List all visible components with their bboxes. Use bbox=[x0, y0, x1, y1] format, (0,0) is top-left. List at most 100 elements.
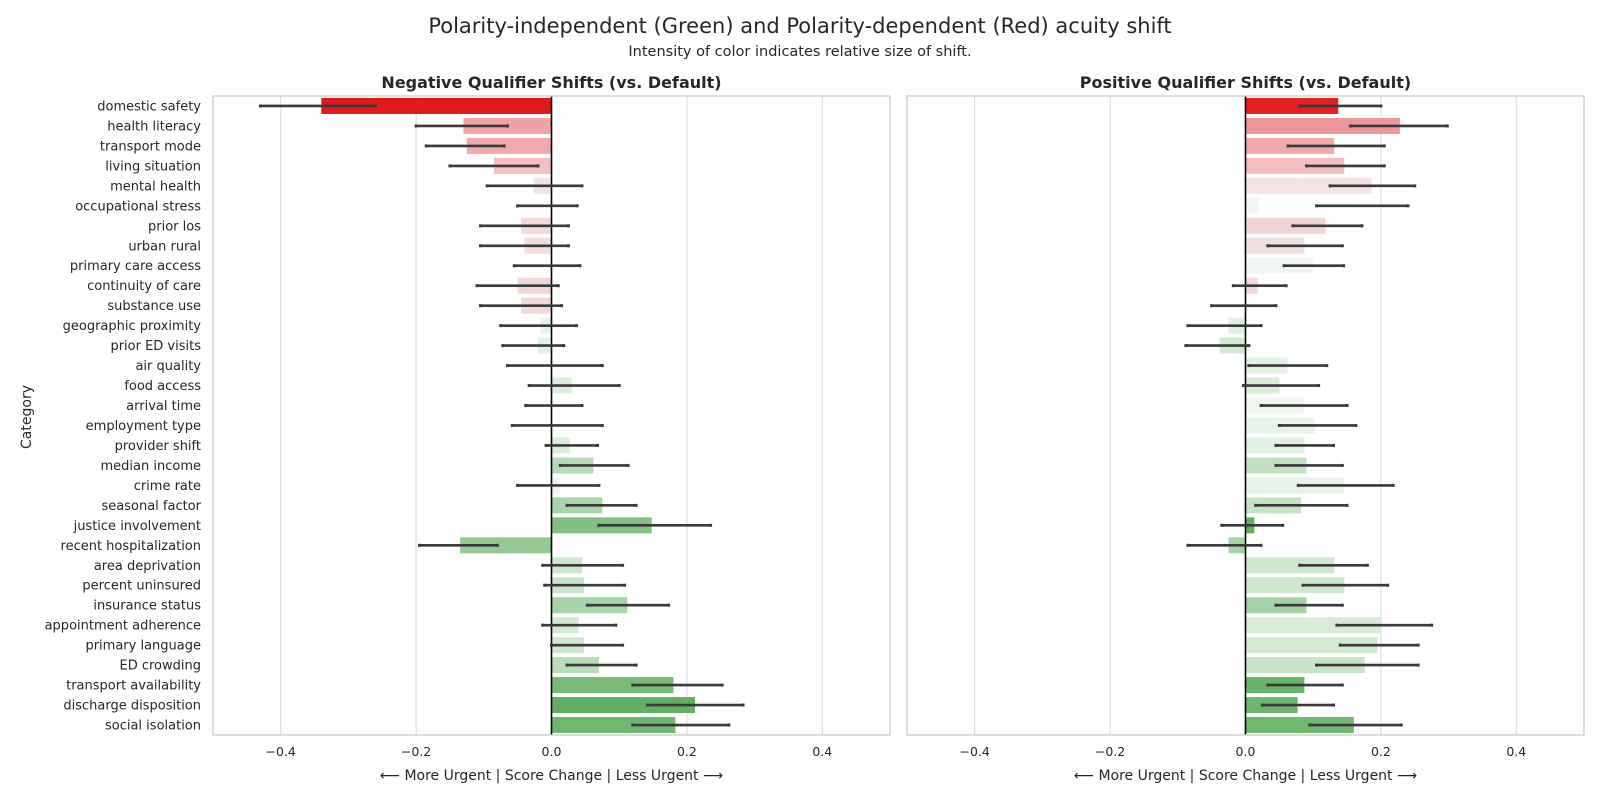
bar bbox=[1245, 217, 1326, 234]
y-axis-label: Category bbox=[19, 385, 35, 449]
category-label: median income bbox=[101, 459, 201, 474]
error-bar bbox=[1266, 683, 1344, 687]
error-bar bbox=[1291, 224, 1364, 228]
category-label: ED crowding bbox=[119, 659, 201, 674]
error-bar bbox=[1220, 523, 1285, 527]
error-bar bbox=[1286, 144, 1386, 148]
error-bar bbox=[631, 683, 724, 687]
error-bar bbox=[485, 184, 584, 188]
error-bar bbox=[424, 144, 506, 148]
bar bbox=[1245, 97, 1339, 114]
error-bar bbox=[1304, 164, 1386, 168]
error-bar bbox=[585, 603, 671, 607]
category-label: occupational stress bbox=[75, 199, 201, 214]
figure-title: Polarity-independent (Green) and Polarit… bbox=[428, 14, 1171, 38]
x-tick-label: 0.4 bbox=[812, 744, 832, 759]
category-label: social isolation bbox=[105, 719, 201, 734]
error-bar bbox=[1298, 104, 1383, 108]
error-bar bbox=[541, 623, 618, 627]
category-label: arrival time bbox=[126, 399, 201, 414]
bar bbox=[1245, 197, 1260, 214]
error-bar bbox=[1274, 603, 1344, 607]
category-label: continuity of care bbox=[87, 279, 201, 294]
category-label: seasonal factor bbox=[102, 499, 202, 514]
category-label: discharge disposition bbox=[63, 699, 201, 714]
error-bar bbox=[1259, 404, 1349, 408]
error-bar bbox=[258, 104, 377, 108]
x-tick-label: 0.2 bbox=[1371, 744, 1391, 759]
x-tick-label: 0.4 bbox=[1506, 744, 1526, 759]
bar bbox=[1245, 717, 1354, 734]
category-label: substance use bbox=[107, 299, 201, 314]
category-label: prior ED visits bbox=[110, 339, 201, 354]
error-bar bbox=[541, 563, 625, 567]
category-label: domestic safety bbox=[97, 99, 201, 114]
error-bar bbox=[1315, 204, 1410, 208]
error-bar bbox=[1335, 623, 1434, 627]
error-bar bbox=[565, 503, 638, 507]
bar bbox=[321, 97, 552, 114]
category-label: insurance status bbox=[93, 599, 201, 614]
x-tick-label: −0.4 bbox=[266, 744, 296, 759]
bar bbox=[1245, 117, 1400, 134]
error-bar bbox=[1282, 264, 1346, 268]
error-bar bbox=[1231, 284, 1288, 288]
category-label: urban rural bbox=[128, 239, 201, 254]
category-label: employment type bbox=[86, 419, 201, 434]
error-bar bbox=[1315, 663, 1420, 667]
category-label: geographic proximity bbox=[63, 319, 202, 334]
bar bbox=[551, 717, 676, 734]
error-bar bbox=[516, 204, 579, 208]
error-bar bbox=[478, 304, 564, 308]
error-bar bbox=[448, 164, 540, 168]
category-label: mental health bbox=[110, 179, 201, 194]
x-axis-label: ⟵ More Urgent | Score Change | Less Urge… bbox=[380, 768, 723, 784]
error-bar bbox=[1308, 723, 1403, 727]
error-bar bbox=[512, 264, 582, 268]
error-bar bbox=[478, 224, 570, 228]
error-bar bbox=[1274, 443, 1336, 447]
category-label: transport availability bbox=[66, 679, 201, 694]
plot-frame bbox=[212, 95, 891, 736]
category-label: primary language bbox=[85, 639, 201, 654]
error-bar bbox=[524, 404, 584, 408]
category-label: air quality bbox=[135, 359, 201, 374]
error-bar bbox=[501, 344, 566, 348]
x-tick-label: 0.0 bbox=[1236, 744, 1256, 759]
error-bar bbox=[558, 463, 630, 467]
error-bar bbox=[499, 324, 579, 328]
figure-subtitle: Intensity of color indicates relative si… bbox=[628, 44, 971, 60]
bar bbox=[1245, 477, 1345, 494]
x-tick-label: 0.0 bbox=[542, 744, 562, 759]
error-bar bbox=[1247, 364, 1329, 368]
x-axis-label: ⟵ More Urgent | Score Change | Less Urge… bbox=[1074, 768, 1417, 784]
category-label: transport mode bbox=[100, 139, 201, 154]
category-label: justice involvement bbox=[73, 519, 201, 534]
error-bar bbox=[1298, 563, 1369, 567]
x-tick-label: −0.2 bbox=[1095, 744, 1125, 759]
x-tick-label: −0.4 bbox=[960, 744, 990, 759]
bar bbox=[1245, 177, 1372, 194]
error-bar bbox=[1328, 184, 1417, 188]
error-bar bbox=[1296, 483, 1395, 487]
category-label: appointment adherence bbox=[45, 619, 201, 634]
bar bbox=[1245, 577, 1345, 594]
error-bar bbox=[510, 423, 604, 427]
bar bbox=[1245, 257, 1314, 274]
error-bar bbox=[1210, 304, 1278, 308]
category-label: prior los bbox=[148, 219, 201, 234]
x-tick-label: −0.2 bbox=[401, 744, 431, 759]
error-bar bbox=[597, 523, 713, 527]
bar bbox=[1245, 157, 1345, 174]
error-bar bbox=[1266, 244, 1344, 248]
error-bar bbox=[1338, 643, 1420, 647]
plot-frame bbox=[906, 95, 1585, 736]
error-bar bbox=[543, 583, 627, 587]
error-bar bbox=[1348, 124, 1449, 128]
error-bar bbox=[1186, 543, 1263, 547]
bar bbox=[460, 537, 552, 554]
category-label: living situation bbox=[105, 159, 201, 174]
error-bar bbox=[1260, 703, 1336, 707]
error-bar bbox=[414, 124, 509, 128]
category-label: health literacy bbox=[107, 119, 201, 134]
